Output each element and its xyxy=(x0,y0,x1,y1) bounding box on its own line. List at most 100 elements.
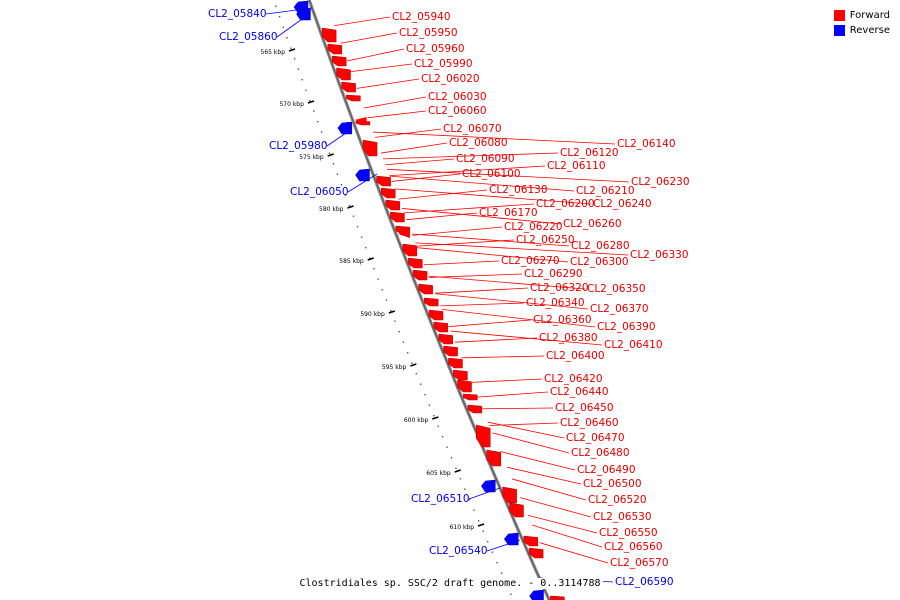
forward-gene-block[interactable] xyxy=(523,535,539,547)
forward-gene-label[interactable]: CL2_06450 xyxy=(555,402,614,414)
forward-gene-block[interactable] xyxy=(390,211,405,223)
ruler-dot xyxy=(510,593,512,595)
reverse-gene-label[interactable]: CL2_06050 xyxy=(290,186,349,198)
forward-gene-label[interactable]: CL2_06550 xyxy=(599,527,658,539)
forward-gene-block[interactable] xyxy=(408,257,423,269)
forward-gene-label[interactable]: CL2_06410 xyxy=(604,339,663,351)
forward-gene-block[interactable] xyxy=(448,357,463,369)
forward-gene-label[interactable]: CL2_05940 xyxy=(392,11,451,23)
forward-gene-label[interactable]: CL2_06210 xyxy=(576,185,635,197)
forward-gene-label[interactable]: CL2_06170 xyxy=(479,207,538,219)
reverse-gene-label[interactable]: CL2_06510 xyxy=(411,493,470,505)
forward-gene-arrow[interactable] xyxy=(397,231,410,238)
forward-gene-label[interactable]: CL2_06300 xyxy=(570,256,629,268)
forward-gene-label[interactable]: CL2_06080 xyxy=(449,137,508,149)
forward-gene-label[interactable]: CL2_06480 xyxy=(571,447,630,459)
forward-gene-label[interactable]: CL2_06270 xyxy=(501,255,560,267)
forward-gene-block[interactable] xyxy=(433,321,449,333)
forward-gene-label[interactable]: CL2_06060 xyxy=(428,105,487,117)
forward-gene-block[interactable] xyxy=(418,283,433,295)
reverse-gene-block[interactable] xyxy=(529,589,544,600)
forward-gene-label[interactable]: CL2_06290 xyxy=(524,268,583,280)
forward-gene-label[interactable]: CL2_05960 xyxy=(406,43,465,55)
reverse-gene-block[interactable] xyxy=(337,121,353,135)
reverse-gene-block[interactable] xyxy=(355,168,370,182)
forward-gene-block[interactable] xyxy=(509,502,524,518)
forward-gene-label[interactable]: CL2_06350 xyxy=(587,283,646,295)
forward-gene-label[interactable]: CL2_06030 xyxy=(428,91,487,103)
forward-gene-arrow[interactable] xyxy=(364,143,377,151)
forward-gene-label[interactable]: CL2_06240 xyxy=(593,198,652,210)
forward-gene-block[interactable] xyxy=(476,424,491,448)
forward-gene-label[interactable]: CL2_05990 xyxy=(414,58,473,70)
forward-gene-label[interactable]: CL2_06490 xyxy=(577,464,636,476)
forward-gene-block[interactable] xyxy=(341,81,356,93)
forward-gene-block[interactable] xyxy=(412,269,428,281)
forward-gene-label[interactable]: CL2_06560 xyxy=(604,541,663,553)
reverse-gene-label[interactable]: CL2_06540 xyxy=(429,545,488,557)
forward-gene-label[interactable]: CL2_06220 xyxy=(504,221,563,233)
forward-gene-block[interactable] xyxy=(380,187,396,199)
forward-gene-block[interactable] xyxy=(443,345,458,357)
forward-gene-block[interactable] xyxy=(453,369,468,381)
ruler-dot xyxy=(278,16,281,18)
forward-gene-block[interactable] xyxy=(321,27,337,43)
forward-gene-label[interactable]: CL2_06120 xyxy=(560,147,619,159)
reverse-gene-block[interactable] xyxy=(480,479,496,493)
forward-gene-label[interactable]: CL2_06280 xyxy=(571,240,630,252)
forward-gene-arrow[interactable] xyxy=(354,117,367,124)
forward-gene-label[interactable]: CL2_06390 xyxy=(597,321,656,333)
forward-gene-label[interactable]: CL2_06070 xyxy=(443,123,502,135)
forward-gene-block[interactable] xyxy=(438,333,453,345)
forward-gene-label[interactable]: CL2_06260 xyxy=(563,218,622,230)
reverse-gene-label[interactable]: CL2_06590 xyxy=(615,576,674,588)
forward-gene-label[interactable]: CL2_06360 xyxy=(533,314,592,326)
ruler-dot xyxy=(487,541,489,543)
forward-gene-block[interactable] xyxy=(486,449,502,467)
forward-gene-block[interactable] xyxy=(467,404,483,414)
tick-label: 570 kbp xyxy=(279,101,304,108)
forward-gene-label[interactable]: CL2_06020 xyxy=(421,73,480,85)
forward-gene-label[interactable]: CL2_06130 xyxy=(489,184,548,196)
forward-gene-block[interactable] xyxy=(402,243,418,257)
reverse-gene-label[interactable]: CL2_05840 xyxy=(208,8,267,20)
forward-gene-label[interactable]: CL2_06230 xyxy=(631,176,690,188)
forward-gene-block[interactable] xyxy=(336,67,351,81)
forward-gene-label[interactable]: CL2_06330 xyxy=(630,249,689,261)
forward-gene-label[interactable]: CL2_06100 xyxy=(462,168,521,180)
forward-gene-label[interactable]: CL2_05950 xyxy=(399,27,458,39)
forward-gene-label[interactable]: CL2_06140 xyxy=(617,138,676,150)
forward-gene-block[interactable] xyxy=(528,547,544,559)
forward-gene-block[interactable] xyxy=(331,55,347,67)
forward-gene-label[interactable]: CL2_06380 xyxy=(539,332,598,344)
forward-gene-label[interactable]: CL2_06320 xyxy=(530,282,589,294)
forward-gene-label[interactable]: CL2_06520 xyxy=(588,494,647,506)
forward-gene-block[interactable] xyxy=(385,199,401,211)
forward-gene-block[interactable] xyxy=(346,94,361,102)
forward-gene-label[interactable]: CL2_06530 xyxy=(593,511,652,523)
forward-gene-label[interactable]: CL2_06500 xyxy=(583,478,642,490)
forward-gene-block[interactable] xyxy=(502,486,517,504)
forward-gene-block[interactable] xyxy=(550,595,565,600)
forward-gene-block[interactable] xyxy=(423,297,439,307)
forward-gene-block[interactable] xyxy=(376,175,391,187)
forward-gene-label[interactable]: CL2_06250 xyxy=(516,234,575,246)
forward-gene-block[interactable] xyxy=(327,43,343,55)
forward-gene-block[interactable] xyxy=(457,379,472,393)
forward-gene-label[interactable]: CL2_06090 xyxy=(456,153,515,165)
reverse-gene-label[interactable]: CL2_05980 xyxy=(269,140,328,152)
forward-gene-label[interactable]: CL2_06400 xyxy=(546,350,605,362)
forward-gene-block[interactable] xyxy=(428,309,444,321)
forward-gene-label[interactable]: CL2_06470 xyxy=(566,432,625,444)
forward-gene-block[interactable] xyxy=(463,393,478,401)
reverse-gene-label[interactable]: CL2_05860 xyxy=(219,31,278,43)
ruler-dot xyxy=(369,257,371,259)
forward-gene-label[interactable]: CL2_06570 xyxy=(610,557,669,569)
forward-gene-label[interactable]: CL2_06200 xyxy=(536,198,595,210)
forward-gene-label[interactable]: CL2_06460 xyxy=(560,417,619,429)
forward-gene-label[interactable]: CL2_06340 xyxy=(526,297,585,309)
forward-gene-label[interactable]: CL2_06110 xyxy=(547,160,606,172)
forward-gene-label[interactable]: CL2_06440 xyxy=(550,386,609,398)
forward-gene-label[interactable]: CL2_06420 xyxy=(544,373,603,385)
forward-gene-label[interactable]: CL2_06370 xyxy=(590,303,649,315)
